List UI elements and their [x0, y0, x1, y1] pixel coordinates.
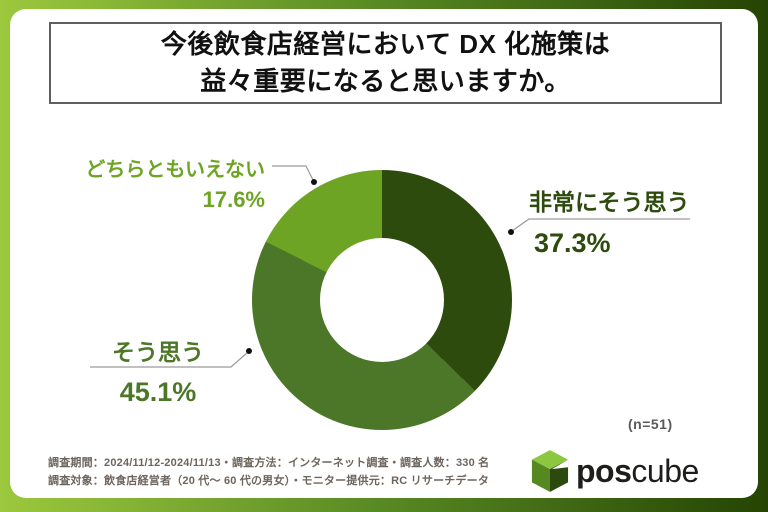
sample-size-note: (n=51)	[628, 416, 673, 432]
leader-dot-strong	[508, 229, 514, 235]
logo-text: poscube	[576, 453, 699, 490]
title-box: 今後飲食店経営において DX 化施策は 益々重要になると思いますか。	[49, 22, 722, 104]
title-line-2: 益々重要になると思いますか。	[200, 66, 571, 96]
callout-agree: そう思う 45.1%	[112, 333, 204, 408]
donut-hole	[320, 238, 444, 362]
leader-line-neutral	[272, 165, 314, 181]
callout-agree-pct: 45.1%	[119, 377, 197, 407]
cube-icon	[531, 450, 569, 492]
callout-strongly-agree-pct: 37.3%	[534, 228, 611, 258]
survey-footnote: 調査期間：2024/11/12-2024/11/13・調査方法：インターネット調…	[48, 454, 489, 490]
poscube-logo: poscube	[531, 448, 699, 494]
survey-footnote-line-1: 調査期間：2024/11/12-2024/11/13・調査方法：インターネット調…	[48, 457, 490, 469]
callout-strongly-agree-label: 非常にそう思う	[529, 189, 690, 215]
callout-neutral-pct: 17.6%	[202, 187, 265, 212]
survey-footnote-line-2: 調査対象：飲食店経営者（20 代～ 60 代の男女）・モニター提供元：RC リサ…	[48, 475, 490, 487]
callout-strongly-agree: 非常にそう思う 37.3%	[529, 183, 690, 259]
title-line-1: 今後飲食店経営において DX 化施策は	[160, 29, 611, 59]
callout-agree-label: そう思う	[112, 339, 204, 365]
callout-neutral-label: どちらともいえない	[85, 159, 265, 181]
leader-dot-neutral	[311, 179, 317, 185]
logo-text-pos: pos	[576, 452, 632, 489]
logo-text-cube: cube	[631, 452, 699, 489]
leader-dot-agree	[246, 348, 252, 354]
leader-line-strong	[511, 218, 690, 232]
callout-neutral: どちらともいえない 17.6%	[85, 153, 265, 213]
leader-line-agree	[90, 351, 249, 368]
